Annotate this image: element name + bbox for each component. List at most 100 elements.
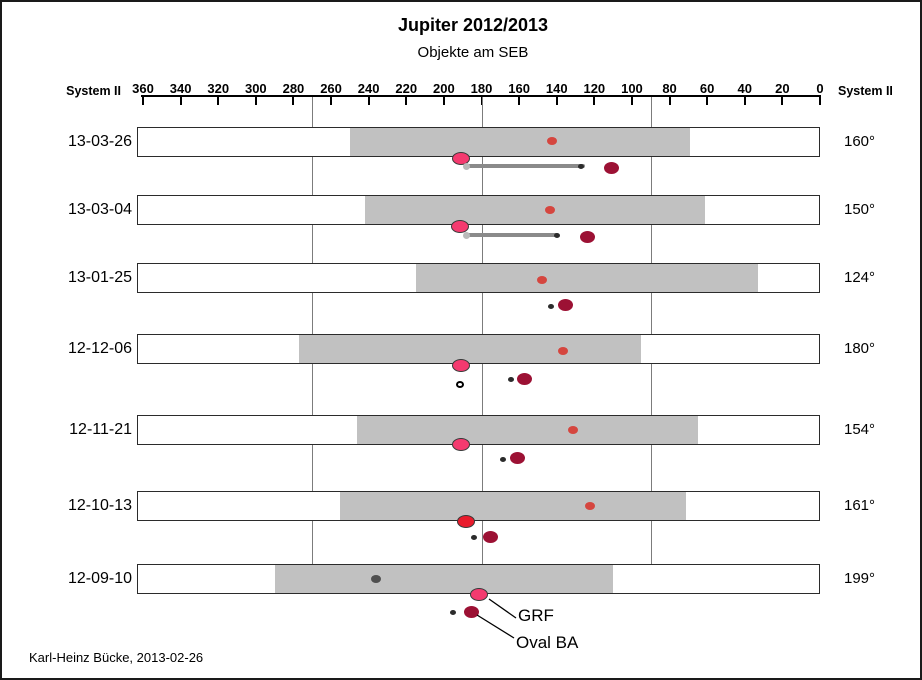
small-dot-marker: [553, 232, 560, 238]
axis-tick: [781, 97, 784, 105]
date-label: 13-03-04: [67, 201, 132, 218]
annotation-oval-ba: Oval BA: [516, 633, 579, 652]
axis-tick: [743, 97, 746, 105]
degree-label: 124°: [844, 269, 876, 286]
axis-label-system-left: System II: [66, 84, 121, 98]
axis-tick: [405, 97, 408, 105]
seb-band-region: [340, 492, 686, 520]
oval-ba-marker: [463, 606, 479, 618]
oval-ba-marker: [509, 452, 525, 464]
axis-tick-label: 160: [508, 81, 530, 96]
small-dot-marker: [548, 303, 555, 309]
degree-label: 161°: [844, 497, 876, 514]
degree-label: 154°: [844, 421, 876, 438]
axis-tick-label: 300: [244, 81, 267, 96]
seb-spot-marker: [584, 502, 595, 510]
oval-ba-marker: [483, 531, 499, 543]
seb-bar: [137, 491, 820, 521]
seb-bar: [137, 334, 820, 364]
axis-tick-label: 220: [395, 81, 418, 96]
footer-credit: Karl-Heinz Bücke, 2013-02-26: [29, 650, 204, 665]
leader-line: [488, 598, 517, 619]
seb-band-region: [357, 416, 698, 444]
axis-tick: [630, 97, 633, 105]
date-label: 13-01-25: [67, 269, 132, 286]
seb-spot-marker: [567, 426, 578, 434]
seb-bar: [137, 263, 820, 293]
grf-marker: [451, 358, 470, 372]
axis-label-system-right: System II: [838, 84, 893, 98]
axis-tick-label: 360: [132, 81, 154, 96]
axis-tick-label: 40: [737, 81, 752, 96]
axis-tick-label: 0: [816, 81, 824, 96]
small-dot-marker: [500, 456, 507, 462]
date-label: 12-11-21: [69, 421, 132, 438]
dark-spot-marker: [371, 575, 382, 583]
seb-band-region: [364, 196, 706, 224]
degree-label: 160°: [844, 133, 876, 150]
axis-tick-label: 60: [699, 81, 715, 96]
axis-tick-label: 240: [357, 81, 380, 96]
axis-tick: [217, 97, 220, 105]
axis-tick-label: 280: [282, 81, 305, 96]
chart-title: Jupiter 2012/2013: [397, 15, 549, 35]
axis-tick-label: 140: [545, 81, 568, 96]
wake-line-start-cap: [462, 162, 470, 170]
seb-spot-marker: [545, 206, 556, 214]
axis-tick: [442, 97, 445, 105]
oval-ba-marker: [557, 299, 573, 311]
axis-tick-label: 320: [207, 81, 230, 96]
degree-label: 199°: [844, 570, 876, 587]
date-label: 13-03-26: [67, 133, 132, 150]
axis-tick: [593, 97, 596, 105]
axis-tick-label: 180: [470, 81, 493, 96]
seb-bar: [137, 415, 820, 445]
axis-tick-label: 80: [662, 81, 677, 96]
axis-tick: [706, 97, 709, 105]
small-dot-marker: [507, 376, 514, 382]
axis-tick: [254, 97, 257, 105]
axis-tick-label: 200: [433, 81, 455, 96]
axis-tick: [179, 97, 182, 105]
seb-band-region: [415, 264, 758, 292]
grf-marker: [469, 587, 488, 601]
grf-marker: [451, 437, 470, 451]
grf-marker: [451, 151, 470, 165]
axis-tick-label: 120: [583, 81, 606, 96]
oval-ba-marker: [517, 373, 533, 385]
axis-tick: [367, 97, 370, 105]
oval-ba-marker: [580, 231, 596, 243]
axis-tick: [330, 97, 333, 105]
axis-tick: [555, 97, 558, 105]
axis-tick: [292, 97, 295, 105]
annotation-grf: GRF: [518, 606, 554, 625]
small-dot-marker: [450, 609, 457, 615]
small-dot-marker: [470, 534, 477, 540]
date-label: 12-12-06: [67, 340, 132, 357]
date-label: 12-10-13: [67, 497, 132, 514]
chart-subtitle: Objekte am SEB: [417, 44, 529, 61]
axis-tick: [142, 97, 144, 105]
degree-label: 150°: [844, 201, 876, 218]
seb-spot-marker: [558, 347, 569, 355]
seb-band-region: [349, 128, 691, 156]
seb-bar: [137, 195, 820, 225]
ring-marker: [455, 380, 464, 388]
grf-marker: [456, 514, 475, 528]
seb-bar: [137, 127, 820, 157]
degree-label: 180°: [844, 340, 876, 357]
wake-line-start-cap: [462, 231, 470, 239]
axis-tick: [518, 97, 521, 105]
axis-tick: [668, 97, 671, 105]
seb-spot-marker: [547, 137, 558, 145]
oval-ba-marker: [603, 162, 619, 174]
grf-wake-line: [462, 162, 585, 170]
axis-tick: [819, 97, 821, 105]
seb-band-region: [299, 335, 642, 363]
grf-marker: [450, 219, 469, 233]
grf-wake-line: [462, 231, 558, 239]
seb-band-region: [274, 565, 614, 593]
axis-tick-label: 340: [169, 81, 192, 96]
date-label: 12-09-10: [67, 570, 132, 587]
